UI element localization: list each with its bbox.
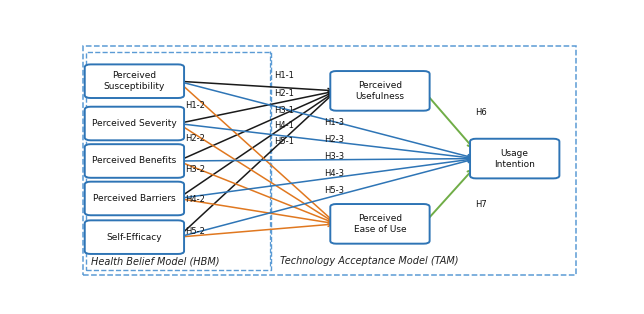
Text: H4-3: H4-3 (324, 169, 344, 178)
FancyBboxPatch shape (330, 204, 430, 244)
Text: Health Belief Model (HBM): Health Belief Model (HBM) (91, 256, 220, 266)
Text: H1-3: H1-3 (324, 118, 344, 127)
Text: H6: H6 (475, 108, 486, 117)
FancyBboxPatch shape (85, 220, 184, 254)
Text: Perceived
Usefulness: Perceived Usefulness (355, 81, 404, 101)
Text: H5-1: H5-1 (274, 137, 294, 146)
Text: H3-1: H3-1 (274, 106, 294, 115)
Text: Self-Efficacy: Self-Efficacy (107, 233, 162, 242)
Text: H5-3: H5-3 (324, 186, 344, 194)
Text: Perceived Severity: Perceived Severity (92, 119, 176, 128)
Text: Perceived
Ease of Use: Perceived Ease of Use (354, 214, 406, 234)
FancyBboxPatch shape (470, 139, 560, 178)
FancyBboxPatch shape (85, 64, 184, 98)
Text: Technology Acceptance Model (TAM): Technology Acceptance Model (TAM) (280, 256, 459, 266)
Text: H4-2: H4-2 (185, 195, 205, 204)
Text: H4-1: H4-1 (274, 122, 294, 130)
FancyBboxPatch shape (85, 144, 184, 178)
Text: H2-1: H2-1 (274, 89, 294, 98)
FancyBboxPatch shape (85, 182, 184, 215)
Text: H2-3: H2-3 (324, 135, 344, 144)
Text: H1-2: H1-2 (185, 101, 205, 110)
Text: H3-2: H3-2 (185, 165, 205, 174)
Text: H5-2: H5-2 (185, 227, 205, 236)
Text: H7: H7 (475, 200, 486, 209)
Text: Perceived
Susceptibility: Perceived Susceptibility (104, 71, 165, 91)
Text: H3-3: H3-3 (324, 152, 344, 161)
FancyBboxPatch shape (330, 71, 430, 111)
Text: Usage
Intention: Usage Intention (495, 149, 535, 169)
FancyBboxPatch shape (85, 107, 184, 140)
Text: H2-2: H2-2 (185, 133, 205, 143)
Text: Perceived Benefits: Perceived Benefits (92, 156, 176, 165)
Text: H1-1: H1-1 (274, 71, 294, 80)
Text: Perceived Barriers: Perceived Barriers (93, 194, 176, 203)
